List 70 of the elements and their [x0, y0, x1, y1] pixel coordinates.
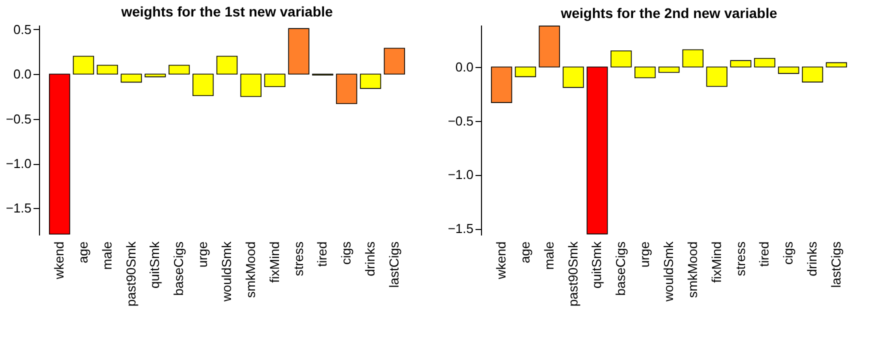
bar	[192, 74, 214, 96]
y-tick-label: −0.5	[6, 111, 32, 126]
bar	[706, 66, 728, 87]
x-tick-label: past90Smk	[565, 241, 580, 307]
x-tick-label: wouldSmk	[219, 241, 234, 302]
x-tick-label: drinks	[362, 241, 378, 276]
y-tick-label: −1.5	[6, 200, 32, 216]
x-tick-label: stress	[290, 241, 306, 276]
bar	[586, 66, 608, 234]
x-tick-label: smkMood	[684, 242, 700, 298]
x-tick-label: age	[75, 242, 90, 264]
x-tick-label: tired	[756, 242, 772, 267]
x-tick-label: lastCigs	[386, 241, 402, 288]
x-tick-label: tired	[314, 242, 330, 267]
bar	[72, 56, 94, 75]
y-tick-label: −1.0	[448, 167, 474, 182]
x-tick-label: fixMind	[708, 242, 724, 283]
y-tick-label: 0.0	[13, 66, 32, 82]
bar	[754, 58, 776, 68]
x-tick-label: baseCigs	[171, 241, 186, 296]
x-tick-label: drinks	[804, 241, 820, 276]
bar	[360, 74, 382, 89]
y-tick-label: −1.5	[448, 221, 474, 236]
bar	[682, 49, 704, 68]
x-tick-label: male	[541, 242, 556, 270]
x-tick-label: lastCigs	[828, 241, 844, 288]
bar	[48, 74, 70, 235]
bar	[730, 60, 752, 68]
bar	[336, 74, 358, 104]
x-tick-label: wouldSmk	[661, 241, 676, 302]
x-tick-label: cigs	[338, 241, 354, 265]
chart-title: weights for the 2nd new variable	[560, 5, 778, 21]
bar	[778, 66, 800, 74]
bar	[538, 26, 560, 68]
x-tick-label: past90Smk	[123, 241, 138, 307]
bar	[96, 64, 118, 75]
x-tick-label: male	[99, 242, 114, 270]
x-tick-label: urge	[637, 242, 652, 268]
x-tick-label: age	[517, 242, 532, 264]
bar	[658, 66, 680, 73]
x-tick-label: fixMind	[266, 242, 282, 283]
bar	[634, 66, 656, 78]
bar	[288, 28, 310, 75]
y-tick-label: −0.5	[448, 113, 474, 128]
bar	[264, 74, 286, 88]
bar	[216, 56, 238, 75]
x-tick-label: wkend	[494, 242, 509, 280]
x-tick-label: baseCigs	[613, 241, 628, 296]
bar	[144, 74, 166, 78]
x-tick-label: quitSmk	[147, 241, 162, 288]
bar	[490, 66, 512, 103]
x-tick-label: cigs	[780, 241, 796, 265]
chart-title: weights for the 1st new variable	[120, 3, 334, 20]
x-tick-label: wkend	[52, 242, 67, 280]
bar	[610, 50, 632, 68]
bar	[240, 74, 262, 97]
bar	[384, 48, 406, 75]
y-tick-label: −1.0	[6, 156, 32, 172]
y-tick-label: 0.0	[455, 60, 474, 74]
x-tick-label: urge	[195, 242, 210, 268]
bar	[802, 66, 824, 82]
bar	[168, 64, 190, 75]
bar	[826, 62, 848, 68]
x-tick-label: smkMood	[242, 242, 258, 298]
y-tick-label: 0.5	[13, 22, 32, 37]
bar	[514, 66, 536, 78]
x-tick-label: quitSmk	[589, 241, 604, 288]
bar	[562, 66, 584, 88]
x-tick-label: stress	[732, 241, 748, 276]
bar	[120, 74, 142, 83]
